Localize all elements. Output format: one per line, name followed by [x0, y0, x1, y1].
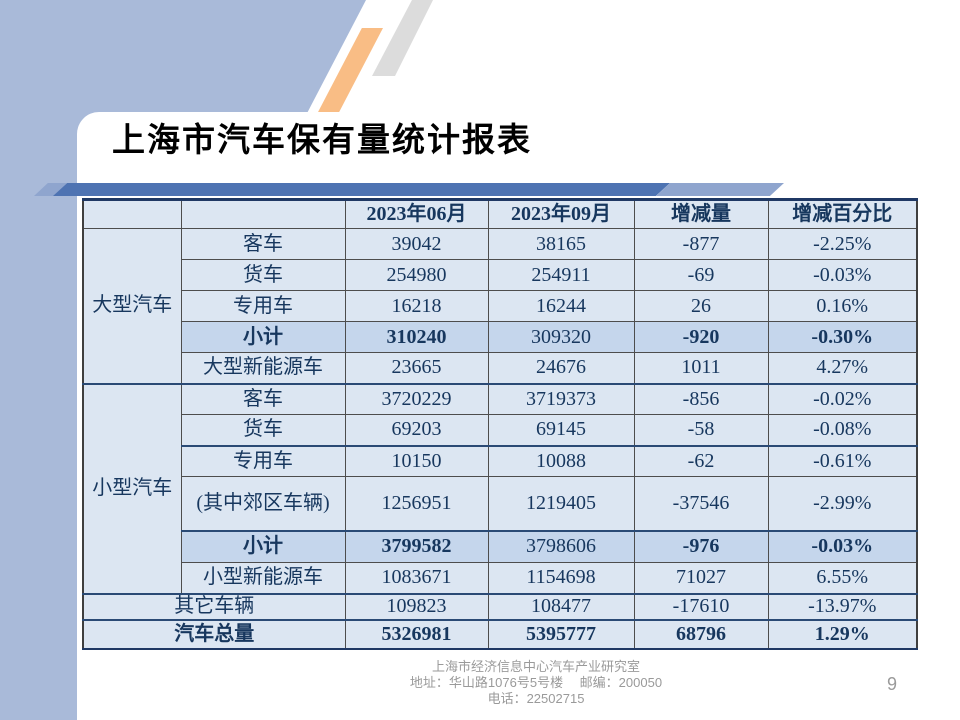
cell-value: 109823 — [344, 592, 489, 620]
cell-value: -0.30% — [767, 321, 918, 353]
cell-value: 16218 — [344, 290, 489, 322]
cell-value: 108477 — [487, 592, 635, 620]
group-label-large: 大型汽车 — [82, 228, 182, 384]
cell-value: -856 — [633, 382, 769, 415]
cell-value: 24676 — [487, 352, 635, 384]
row-label: (其中郊区车辆) — [180, 476, 346, 531]
cell-value: 1154698 — [487, 562, 635, 594]
cell-value: -58 — [633, 414, 769, 446]
cell-value: 39042 — [344, 228, 489, 260]
page-number: 9 — [886, 674, 897, 694]
cell-value: -976 — [633, 529, 769, 563]
row-label: 汽车总量 — [82, 618, 346, 649]
cell-value: 0.16% — [767, 290, 918, 322]
footer: 上海市经济信息中心汽车产业研究室 地址：华山路1076号5号楼 邮编：20005… — [236, 659, 836, 707]
table-row-subtotal-large: 小计 310240 309320 -920 -0.30% — [83, 321, 918, 353]
cell-value: -0.02% — [767, 382, 918, 415]
cell-value: 254911 — [487, 259, 635, 291]
table-row: 货车 69203 69145 -58 -0.08% — [83, 414, 918, 446]
table-row-subtotal-small: 小计 3799582 3798606 -976 -0.03% — [83, 529, 918, 563]
cell-value: -13.97% — [767, 592, 918, 620]
row-label: 专用车 — [180, 290, 346, 322]
footer-phone: 电话：22502715 — [487, 691, 585, 706]
header-pct: 增减百分比 — [767, 199, 918, 229]
cell-value: 10088 — [487, 444, 635, 477]
cell-value: 3719373 — [487, 382, 635, 415]
cell-value: 309320 — [487, 321, 635, 353]
cell-value: 4.27% — [767, 352, 918, 384]
cell-value: 69203 — [344, 414, 489, 446]
cell-value: 10150 — [344, 444, 489, 477]
header-empty-category — [180, 199, 346, 229]
table-row: 大型新能源车 23665 24676 1011 4.27% — [83, 352, 918, 384]
cell-value: 26 — [633, 290, 769, 322]
table-header-row: 2023年06月 2023年09月 增减量 增减百分比 — [82, 199, 918, 229]
row-label: 其它车辆 — [82, 592, 346, 620]
cell-value: 23665 — [344, 352, 489, 384]
cell-value: 6.55% — [767, 562, 918, 594]
table-row: 大型汽车 客车 39042 38165 -877 -2.25% — [82, 228, 918, 384]
table-row-grand-total: 汽车总量 5326981 5395777 68796 1.29% — [82, 618, 918, 649]
group-label-small: 小型汽车 — [82, 382, 182, 594]
header-diff: 增减量 — [633, 199, 769, 229]
row-label: 小计 — [180, 321, 346, 353]
cell-value: -2.25% — [767, 228, 918, 260]
cell-value: -37546 — [633, 476, 769, 531]
cell-value: -0.08% — [767, 414, 918, 446]
table-row: 专用车 10150 10088 -62 -0.61% — [83, 444, 918, 477]
deco-top-blue-parallelogram — [0, 0, 366, 130]
cell-value: 3720229 — [344, 382, 489, 415]
row-label: 客车 — [180, 228, 346, 260]
cell-value: 1083671 — [344, 562, 489, 594]
cell-value: 1256951 — [344, 476, 489, 531]
cell-value: -17610 — [633, 592, 769, 620]
row-label: 客车 — [180, 382, 346, 415]
cell-value: 254980 — [344, 259, 489, 291]
row-label: 专用车 — [180, 444, 346, 477]
deco-band-light-right — [656, 183, 784, 196]
row-label: 小型新能源车 — [180, 562, 346, 594]
deco-band-dark-blue — [53, 183, 670, 196]
cell-value: 68796 — [633, 618, 769, 649]
cell-value: -69 — [633, 259, 769, 291]
cell-value: 5395777 — [487, 618, 635, 649]
table-row-other: 其它车辆 109823 108477 -17610 -13.97% — [82, 592, 918, 620]
cell-value: -877 — [633, 228, 769, 260]
cell-value: -62 — [633, 444, 769, 477]
cell-value: -0.61% — [767, 444, 918, 477]
cell-value: -0.03% — [767, 529, 918, 563]
cell-value: 3798606 — [487, 529, 635, 563]
deco-gray-stripe — [372, 0, 433, 76]
cell-value: 38165 — [487, 228, 635, 260]
cell-value: 3799582 — [344, 529, 489, 563]
cell-value: 69145 — [487, 414, 635, 446]
cell-value: 16244 — [487, 290, 635, 322]
cell-value: -0.03% — [767, 259, 918, 291]
cell-value: 310240 — [344, 321, 489, 353]
cell-value: -2.99% — [767, 476, 918, 531]
table-row: 小型新能源车 1083671 1154698 71027 6.55% — [83, 562, 918, 594]
row-label: 小计 — [180, 529, 346, 563]
cell-value: 71027 — [633, 562, 769, 594]
row-label: 货车 — [180, 414, 346, 446]
table-row: 小型汽车 客车 3720229 3719373 -856 -0.02% — [82, 382, 918, 594]
cell-value: 1.29% — [767, 618, 918, 649]
table-row: 专用车 16218 16244 26 0.16% — [83, 290, 918, 322]
cell-value: 1219405 — [487, 476, 635, 531]
header-empty-group — [82, 199, 182, 229]
header-month-2: 2023年09月 — [487, 199, 635, 229]
slide-title: 上海市汽车保有量统计报表 — [112, 121, 532, 158]
vehicle-stats-table: 2023年06月 2023年09月 增减量 增减百分比 大型汽车 客车 3904… — [82, 198, 918, 650]
footer-address: 地址：华山路1076号5号楼 邮编：200050 — [409, 675, 663, 690]
table-row: 货车 254980 254911 -69 -0.03% — [83, 259, 918, 291]
footer-org: 上海市经济信息中心汽车产业研究室 — [431, 659, 640, 674]
table-row: (其中郊区车辆) 1256951 1219405 -37546 -2.99% — [83, 476, 918, 531]
cell-value: 5326981 — [344, 618, 489, 649]
cell-value: -920 — [633, 321, 769, 353]
row-label: 货车 — [180, 259, 346, 291]
header-month-1: 2023年06月 — [344, 199, 489, 229]
row-label: 大型新能源车 — [180, 352, 346, 384]
cell-value: 1011 — [633, 352, 769, 384]
